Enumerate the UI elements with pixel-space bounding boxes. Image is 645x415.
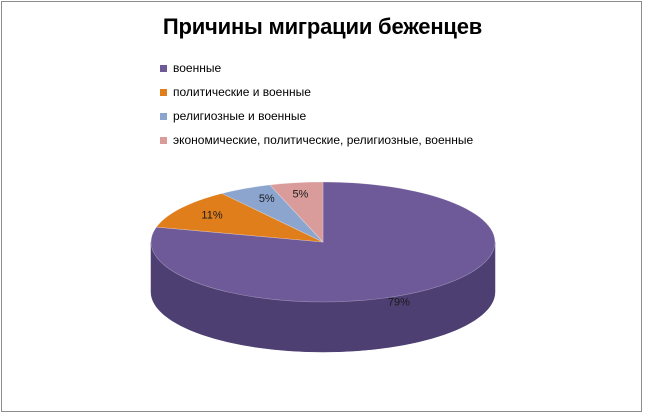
legend-swatch-1	[160, 88, 167, 96]
legend-swatch-3	[160, 136, 167, 144]
legend-item-3: экономические, политические, религиозные…	[160, 128, 473, 152]
legend-item-0: военные	[160, 56, 473, 80]
pie-slices	[150, 181, 496, 303]
data-label-3: 5%	[292, 188, 308, 200]
legend-swatch-0	[160, 64, 167, 72]
legend-item-2: религиозные и военные	[160, 104, 473, 128]
data-label-2: 5%	[259, 193, 275, 205]
pie-slice-3	[269, 181, 324, 243]
data-label-0: 79%	[388, 296, 410, 308]
legend-label-0: военные	[173, 61, 222, 75]
pie-data-labels: 79% 11% 5% 5%	[201, 188, 410, 308]
legend-item-1: политические и военные	[160, 80, 473, 104]
legend-label-3: экономические, политические, религиозные…	[173, 133, 474, 147]
chart-legend: военные политические и военные религиозн…	[160, 56, 473, 152]
legend-swatch-2	[160, 112, 167, 120]
data-label-1: 11%	[201, 209, 222, 221]
pie-slice-0	[150, 181, 496, 303]
pie-slice-2	[221, 184, 324, 243]
legend-label-2: религиозные и военные	[173, 109, 307, 123]
chart-title: Причины миграции беженцев	[162, 14, 483, 39]
pie-slice-1	[155, 193, 324, 243]
legend-label-1: политические и военные	[173, 85, 311, 99]
